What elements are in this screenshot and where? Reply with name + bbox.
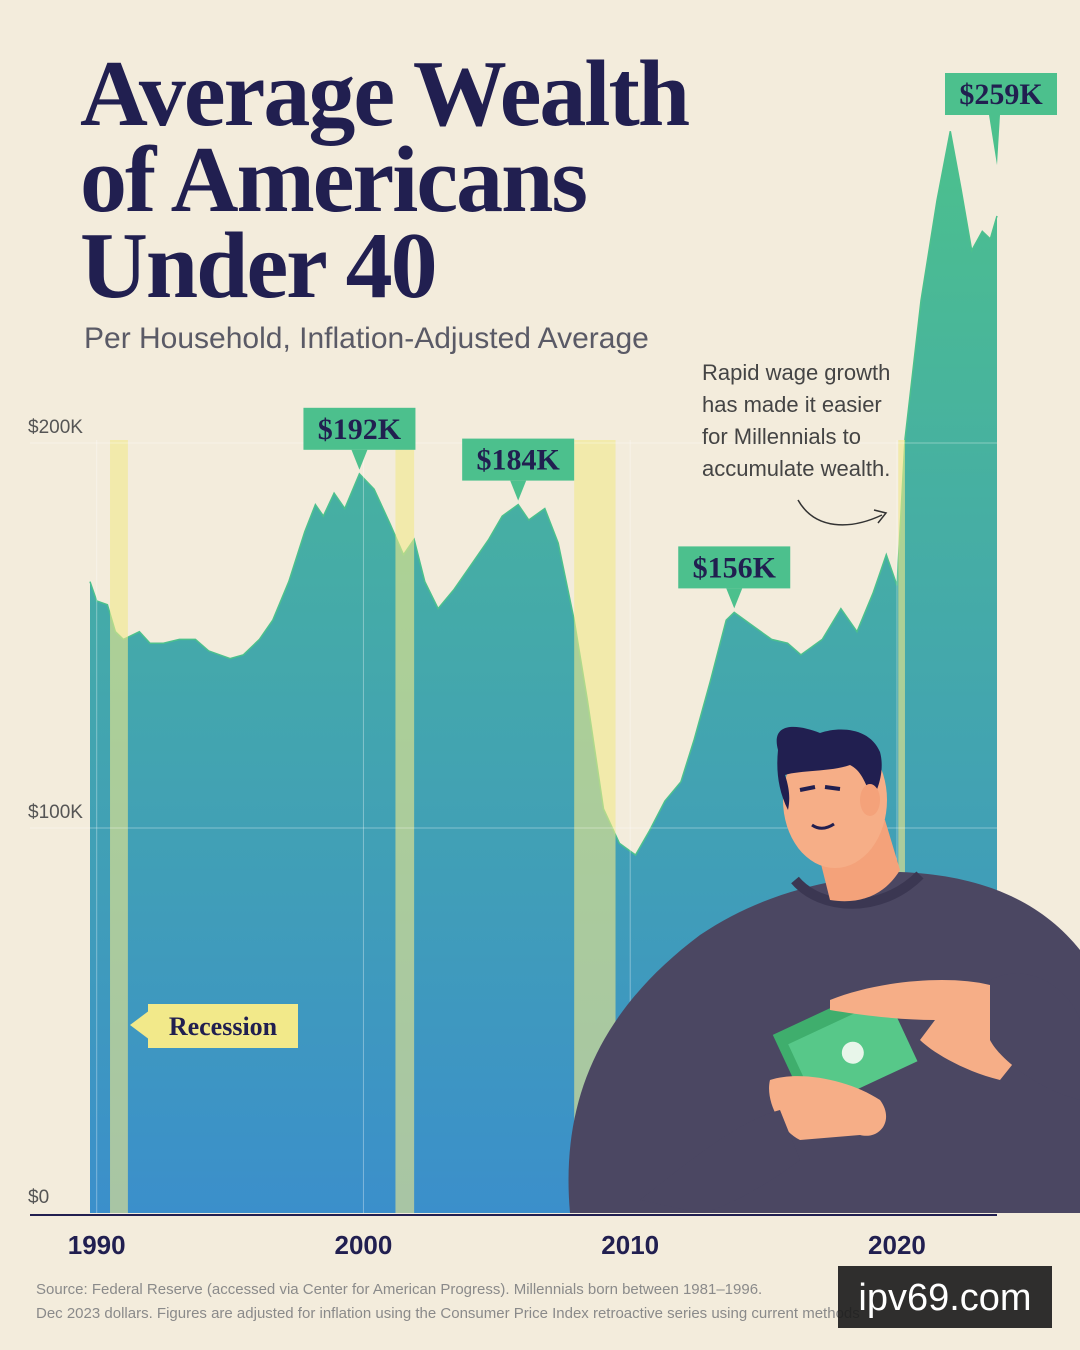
title-line: Average Wealth	[80, 42, 689, 146]
recession-band	[898, 440, 905, 1213]
sleeve	[990, 973, 1080, 1100]
callout-box	[303, 407, 416, 450]
x-tick-label: 1990	[68, 1230, 126, 1260]
eye	[799, 785, 816, 792]
callout-pointer	[989, 115, 1000, 165]
hand	[769, 1076, 887, 1140]
source-note: Dec 2023 dollars. Figures are adjusted f…	[36, 1305, 860, 1322]
recession-label: Recession	[169, 1012, 278, 1041]
callout-box	[462, 438, 575, 481]
x-tick-label: 2020	[868, 1230, 926, 1260]
callout-label: $259K	[959, 78, 1043, 111]
title-line: Under 40	[80, 214, 436, 318]
y-tick-label: $200K	[28, 417, 83, 438]
annotation: for Millennials to	[702, 424, 861, 449]
recession-key-pointer	[130, 1010, 150, 1040]
callout-label: $192K	[318, 413, 402, 446]
callout-pointer	[351, 449, 368, 470]
illustration	[568, 726, 1080, 1213]
annotation: Rapid wage growth	[702, 360, 890, 385]
recession-band	[110, 440, 128, 1213]
recession-key	[148, 1004, 298, 1048]
callout-label: $184K	[476, 444, 560, 477]
arm	[640, 1110, 800, 1213]
x-tick-label: 2010	[601, 1230, 659, 1260]
callout-pointer	[510, 480, 527, 501]
eye	[824, 785, 841, 791]
callout-pointer	[726, 588, 743, 609]
annotation: has made it easier	[702, 392, 882, 417]
collar	[791, 871, 924, 909]
area-line	[89, 131, 998, 857]
x-tick-label: 2000	[335, 1230, 393, 1260]
pointing-hand	[830, 980, 1040, 1080]
watermark: ipv69.com	[858, 1277, 1031, 1319]
annotations: $192K $184K $156K $259K Recession Rapid wage …	[130, 73, 1057, 1048]
callout-box	[945, 73, 1057, 115]
callout-label: $156K	[693, 551, 777, 584]
hair	[776, 726, 882, 810]
watermark-box	[838, 1266, 1052, 1328]
callout-box	[678, 546, 791, 589]
title-line: of Americans	[80, 128, 586, 232]
subtitle: Per Household, Inflation-Adjusted Averag…	[84, 322, 649, 355]
annotation-arrow	[797, 499, 883, 526]
y-tick-label: $0	[28, 1187, 49, 1208]
recession-band	[395, 440, 415, 1213]
mouth	[811, 822, 835, 830]
ear	[860, 784, 880, 816]
annotation: accumulate wealth.	[702, 456, 890, 481]
footer: Source: Federal Reserve (accessed via Ce…	[36, 1266, 1052, 1328]
y-tick-label: $100K	[28, 802, 83, 823]
arrow-head	[873, 509, 888, 524]
source-note: Source: Federal Reserve (accessed via Ce…	[36, 1281, 762, 1298]
